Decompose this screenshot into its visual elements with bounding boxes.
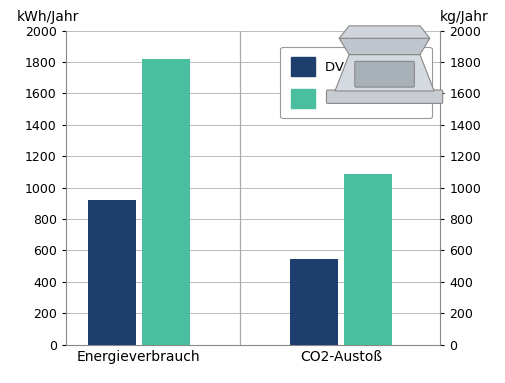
Polygon shape: [338, 26, 429, 38]
Bar: [289, 259, 338, 345]
Polygon shape: [334, 54, 433, 91]
Legend: DVC 355-S, DVS 355E4 AC: DVC 355-S, DVS 355E4 AC: [280, 47, 431, 118]
Bar: [343, 173, 391, 345]
Text: kWh/Jahr: kWh/Jahr: [17, 10, 79, 25]
FancyBboxPatch shape: [354, 61, 414, 87]
Text: kg/Jahr: kg/Jahr: [439, 10, 488, 25]
Polygon shape: [338, 38, 429, 54]
Bar: [87, 200, 136, 345]
FancyBboxPatch shape: [326, 90, 442, 103]
Bar: [141, 59, 190, 345]
